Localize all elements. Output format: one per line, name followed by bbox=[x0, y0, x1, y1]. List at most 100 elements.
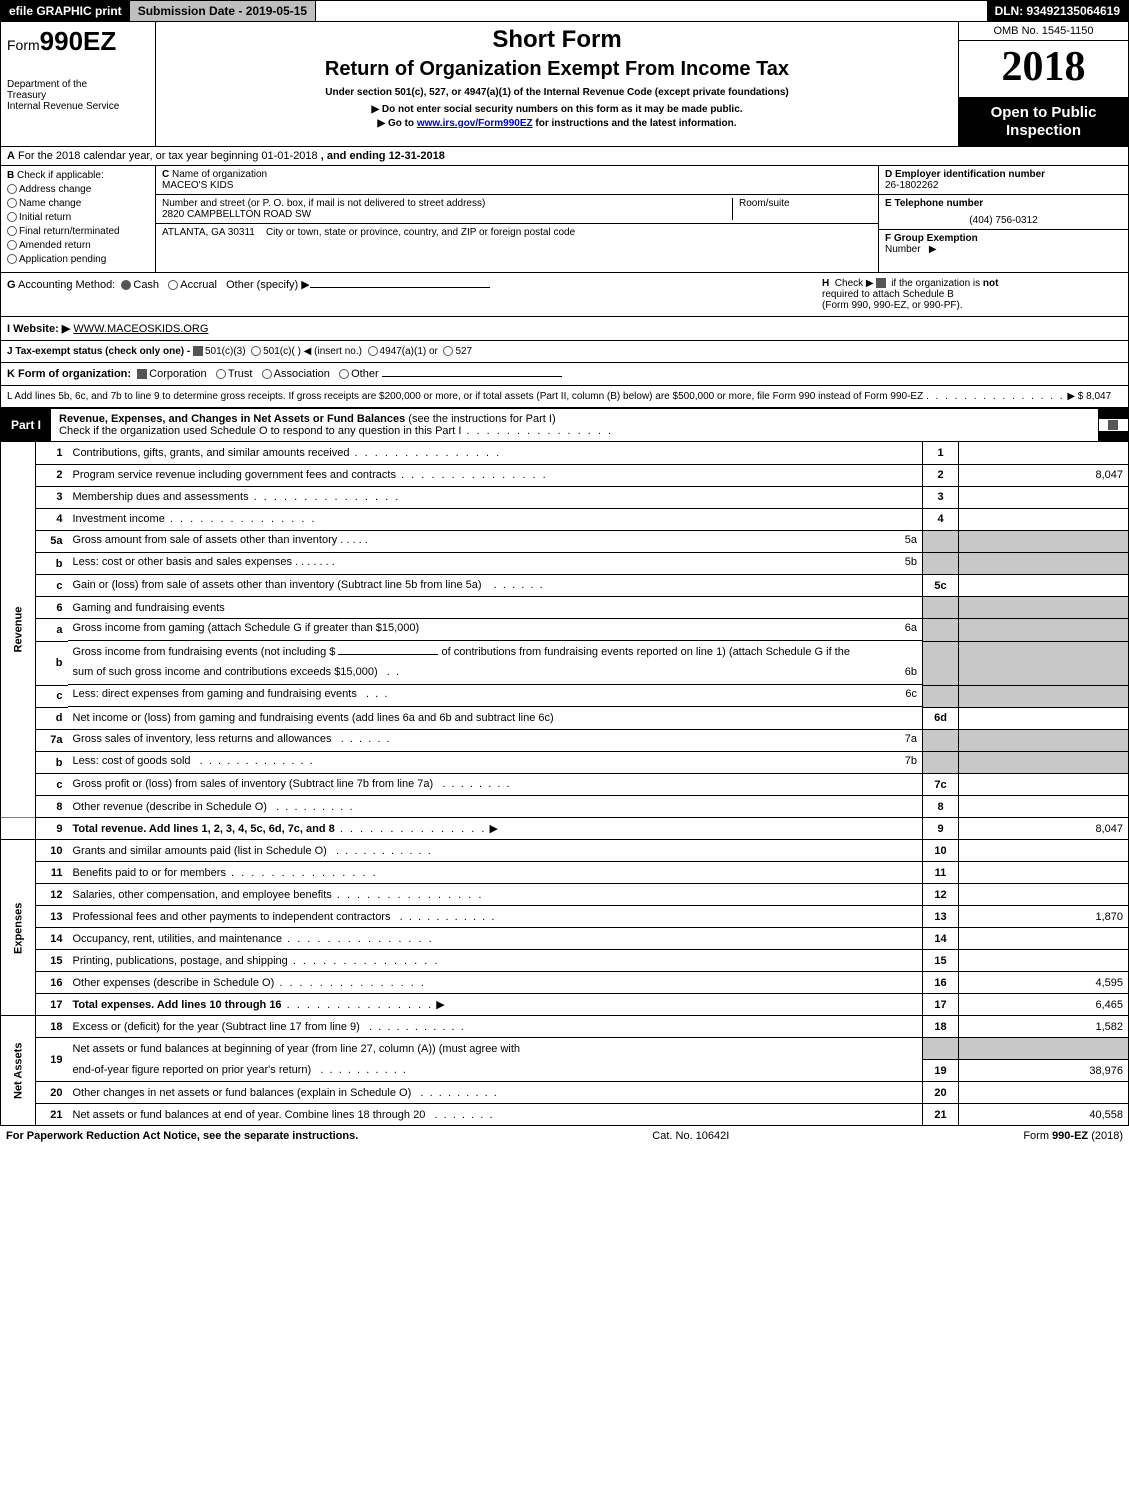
corp-box[interactable] bbox=[137, 369, 147, 379]
return-title: Return of Organization Exempt From Incom… bbox=[164, 58, 950, 81]
l20-n: 20 bbox=[36, 1082, 68, 1104]
l7b-sub: 7b bbox=[905, 755, 917, 770]
line-15: 15 Printing, publications, postage, and … bbox=[1, 950, 1129, 972]
l7b-grey bbox=[923, 752, 959, 774]
app-pending: Application pending bbox=[19, 254, 106, 265]
accrual-radio[interactable] bbox=[168, 280, 178, 290]
amended-radio[interactable] bbox=[7, 240, 17, 250]
part1-checkbox[interactable] bbox=[1108, 420, 1118, 430]
line-6a: a Gross income from gaming (attach Sched… bbox=[1, 619, 1129, 642]
addr-change-radio[interactable] bbox=[7, 184, 17, 194]
l6a-n: a bbox=[36, 619, 68, 642]
line-11: 11 Benefits paid to or for members 11 bbox=[1, 862, 1129, 884]
l13-val: 1,870 bbox=[959, 906, 1129, 928]
open-line1: Open to Public bbox=[991, 104, 1097, 121]
row-h: H Check ▶ if the organization is not req… bbox=[822, 278, 1122, 311]
row-k: K Form of organization: Corporation Trus… bbox=[0, 363, 1129, 386]
l14-num: 14 bbox=[923, 928, 959, 950]
a-label: A bbox=[7, 150, 15, 162]
line-2: 2 Program service revenue including gove… bbox=[1, 464, 1129, 486]
l18-num: 18 bbox=[923, 1016, 959, 1038]
line-16: 16 Other expenses (describe in Schedule … bbox=[1, 972, 1129, 994]
l6-d: Gaming and fundraising events bbox=[68, 597, 923, 619]
cash-radio[interactable] bbox=[121, 280, 131, 290]
l7c-d: Gross profit or (loss) from sales of inv… bbox=[73, 778, 434, 790]
l7a-d: Gross sales of inventory, less returns a… bbox=[73, 733, 332, 745]
assoc: Association bbox=[274, 368, 330, 380]
expenses-sidelabel: Expenses bbox=[1, 840, 36, 1016]
header-right: OMB No. 1545-1150 2018 Open to Public In… bbox=[958, 22, 1128, 146]
j-4947-box[interactable] bbox=[368, 346, 378, 356]
l5a-sub: 5a bbox=[905, 534, 917, 549]
revenue-sidelabel-end bbox=[1, 818, 36, 840]
l17-val: 6,465 bbox=[959, 994, 1129, 1016]
h-checkbox[interactable] bbox=[876, 278, 886, 288]
final-return: Final return/terminated bbox=[19, 226, 120, 237]
l5a-d: Gross amount from sale of assets other t… bbox=[73, 534, 338, 546]
l6-n: 6 bbox=[36, 597, 68, 619]
j-4947: 4947(a)(1) or bbox=[380, 346, 438, 357]
footer-right: Form 990-EZ (2018) bbox=[1023, 1130, 1123, 1142]
other-specify-field[interactable] bbox=[310, 287, 490, 288]
c-row: C Name of organization MACEO'S KIDS bbox=[156, 166, 878, 195]
row-g-left: G Accounting Method: Cash Accrual Other … bbox=[7, 278, 822, 311]
j-501c3: 501(c)(3) bbox=[205, 346, 246, 357]
check-if: Check if applicable: bbox=[17, 170, 104, 181]
top-bar: efile GRAPHIC print Submission Date - 20… bbox=[0, 0, 1129, 22]
l3-val bbox=[959, 486, 1129, 508]
part1-tab: Part I bbox=[1, 414, 51, 436]
line-5b: b Less: cost or other basis and sales ex… bbox=[1, 553, 1129, 575]
l6c-sub: 6c bbox=[905, 688, 917, 703]
d-lbl: D Employer identification number bbox=[885, 169, 1045, 180]
l17-num: 17 bbox=[923, 994, 959, 1016]
l9-arrow bbox=[486, 823, 498, 835]
l16-d: Other expenses (describe in Schedule O) bbox=[73, 977, 275, 989]
l3-d: Membership dues and assessments bbox=[73, 491, 249, 503]
j-501c: 501(c)( ) ◀ (insert no.) bbox=[263, 346, 362, 357]
e-cell: E Telephone number (404) 756-0312 bbox=[879, 195, 1128, 230]
j-501c-box[interactable] bbox=[251, 346, 261, 356]
name-change-radio[interactable] bbox=[7, 198, 17, 208]
l11-val bbox=[959, 862, 1129, 884]
l21-num: 21 bbox=[923, 1104, 959, 1126]
city: ATLANTA, GA 30311 bbox=[162, 227, 255, 238]
roomsuite-lbl: Room/suite bbox=[732, 198, 872, 220]
line-7b: b Less: cost of goods sold . . . . . . .… bbox=[1, 752, 1129, 774]
form-no: 990EZ bbox=[40, 26, 117, 56]
revenue-sidelabel: Revenue bbox=[1, 442, 36, 818]
l6-greyval bbox=[959, 597, 1129, 619]
tax-year: 2018 bbox=[959, 41, 1128, 98]
l6a-grey bbox=[923, 619, 959, 642]
l10-val bbox=[959, 840, 1129, 862]
l1-val bbox=[959, 442, 1129, 464]
l6b-sub: 6b bbox=[905, 666, 917, 681]
h-text3: (Form 990, 990-EZ, or 990-PF). bbox=[822, 300, 963, 311]
l16-num: 16 bbox=[923, 972, 959, 994]
line-3: 3 Membership dues and assessments 3 bbox=[1, 486, 1129, 508]
l6b-n: b bbox=[36, 641, 68, 685]
other-org-field[interactable] bbox=[382, 376, 562, 377]
l9-n: 9 bbox=[36, 818, 68, 840]
part1-title-bold: Revenue, Expenses, and Changes in Net As… bbox=[59, 413, 408, 425]
i-label: I Website: ▶ bbox=[7, 323, 70, 335]
other-box[interactable] bbox=[339, 369, 349, 379]
l5a-n: 5a bbox=[36, 530, 68, 553]
final-radio[interactable] bbox=[7, 226, 17, 236]
l7a-n: 7a bbox=[36, 729, 68, 752]
trust-box[interactable] bbox=[216, 369, 226, 379]
j-527-box[interactable] bbox=[443, 346, 453, 356]
l12-d: Salaries, other compensation, and employ… bbox=[73, 889, 332, 901]
assoc-box[interactable] bbox=[262, 369, 272, 379]
dept-line3: Internal Revenue Service bbox=[7, 101, 119, 112]
initial-radio[interactable] bbox=[7, 212, 17, 222]
app-pending-radio[interactable] bbox=[7, 254, 17, 264]
l6-grey bbox=[923, 597, 959, 619]
line-8: 8 Other revenue (describe in Schedule O)… bbox=[1, 796, 1129, 818]
j-501c3-box[interactable] bbox=[193, 346, 203, 356]
lines-table: Revenue 1 Contributions, gifts, grants, … bbox=[0, 442, 1129, 1126]
l9-val: 8,047 bbox=[959, 818, 1129, 840]
irs-link[interactable]: www.irs.gov/Form990EZ bbox=[417, 118, 533, 129]
l1-dots bbox=[349, 447, 501, 459]
l6b-blank[interactable] bbox=[338, 654, 438, 655]
header-left: Form990EZ Department of the Treasury Int… bbox=[1, 22, 156, 146]
